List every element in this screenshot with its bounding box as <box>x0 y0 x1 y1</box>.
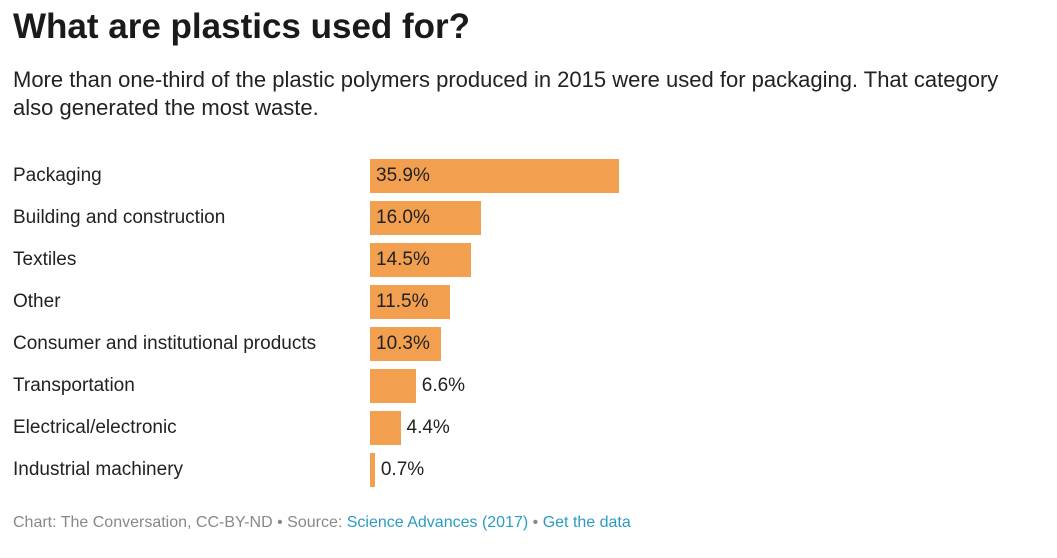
category-label: Electrical/electronic <box>13 417 177 438</box>
value-label: 0.7% <box>380 459 425 480</box>
category-label: Consumer and institutional products <box>13 333 317 354</box>
value-label: 11.5% <box>376 291 429 312</box>
chart-title: What are plastics used for? <box>13 7 471 46</box>
value-label: 35.9% <box>376 165 430 186</box>
value-label: 16.0% <box>376 207 430 228</box>
bar <box>370 327 442 361</box>
chart-subtitle: More than one-third of the plastic polym… <box>13 67 999 120</box>
separator: • <box>528 514 543 531</box>
chart-footer: Chart: The Conversation, CC-BY-ND • Sour… <box>13 513 631 533</box>
value-label: 14.5% <box>376 249 430 270</box>
separator: • <box>272 514 288 531</box>
value-label: 10.3% <box>376 333 430 354</box>
bar <box>370 453 375 487</box>
bar <box>370 159 619 193</box>
category-label: Other <box>13 291 61 312</box>
value-label: 6.6% <box>421 375 466 396</box>
category-label: Industrial machinery <box>13 459 184 480</box>
bar <box>370 369 416 403</box>
category-label: Building and construction <box>13 207 226 228</box>
get-data-link[interactable]: Get the data <box>542 514 631 531</box>
value-label: 4.4% <box>406 417 450 438</box>
bar-chart: Packaging 35.9% Building and construction 1… <box>0 150 1057 500</box>
bar <box>370 201 481 235</box>
credit: Chart: The Conversation, CC-BY-ND <box>13 514 273 531</box>
bar <box>370 285 450 319</box>
source-link[interactable]: Science Advances (2017) <box>346 514 529 531</box>
bar <box>370 243 471 277</box>
category-label: Packaging <box>13 165 102 186</box>
bar <box>370 411 401 445</box>
source-prefix: Source: <box>287 514 347 531</box>
category-label: Textiles <box>13 249 77 270</box>
category-label: Transportation <box>13 375 135 396</box>
